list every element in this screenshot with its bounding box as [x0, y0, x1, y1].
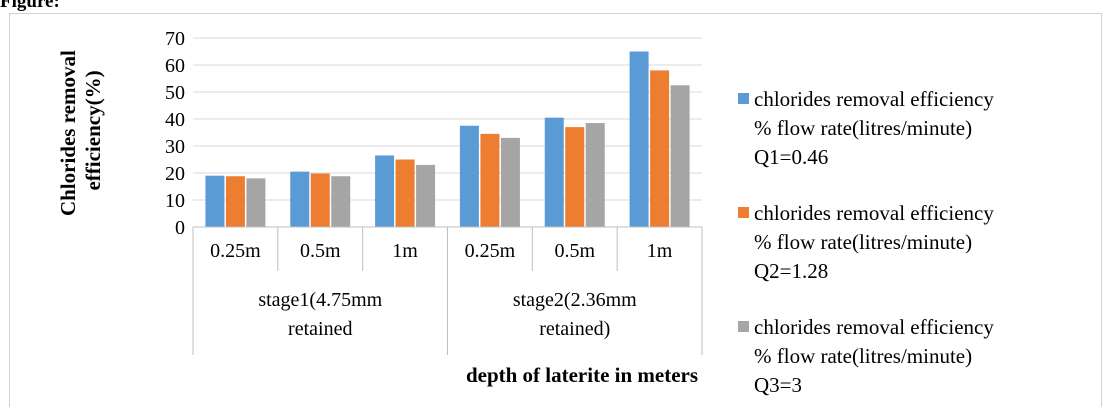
x-tick-label: 0.5m [300, 240, 341, 262]
legend-entry-text: % flow rate(litres/minute) [754, 344, 972, 368]
y-tick-label: 10 [165, 190, 185, 212]
y-tick-label: 70 [165, 28, 185, 50]
y-tick-label: 30 [165, 136, 185, 158]
bar [565, 127, 585, 227]
y-tick-label: 40 [165, 109, 185, 131]
legend-swatch [738, 321, 749, 332]
y-axis-label-line-2: efficiency(%) [81, 70, 105, 190]
bar [416, 164, 436, 227]
legend-entry-text: % flow rate(litres/minute) [754, 230, 972, 254]
legend-swatch [738, 207, 749, 218]
y-axis-label-line-1: Chlorides removal [56, 50, 80, 216]
bar [395, 159, 415, 227]
figure-caption: Figure: [0, 0, 60, 12]
bar [670, 85, 690, 227]
x-tick-label: 1m [392, 240, 418, 262]
y-tick-label: 50 [165, 82, 185, 104]
legend-entry-text: % flow rate(litres/minute) [754, 116, 972, 140]
bars [205, 51, 690, 228]
x-tick-label: 0.5m [554, 240, 595, 262]
y-axis-label: Chlorides removal efficiency(%) [56, 45, 105, 216]
bar [650, 70, 670, 228]
legend-swatch [738, 93, 749, 104]
bar [500, 137, 520, 227]
legend-entry-text: chlorides removal efficiency [754, 315, 994, 339]
bar [290, 171, 310, 227]
legend-entry-text: Q3=3 [754, 373, 802, 397]
y-tick-label: 20 [165, 163, 185, 185]
legend-entry-text: chlorides removal efficiency [754, 201, 994, 225]
category-labels: 0.25m 0.5m 1m 0.25m 0.5m 1m [210, 240, 673, 262]
bar [480, 133, 500, 227]
bar [246, 178, 266, 227]
bar [310, 173, 330, 227]
legend: chlorides removal efficiency % flow rate(… [738, 87, 994, 397]
bar [544, 117, 564, 227]
chart-frame [9, 13, 1102, 407]
group-label: stage1(4.75mm [258, 289, 382, 311]
bar [331, 176, 351, 227]
bar [375, 155, 395, 227]
x-tick-label: 0.25m [210, 240, 261, 262]
y-tick-label: 0 [175, 217, 185, 239]
y-tick-labels: 0 10 20 30 40 50 60 70 [165, 28, 185, 239]
group-labels: stage1(4.75mm retained stage2(2.36mm retain… [258, 289, 637, 340]
bar [459, 125, 479, 227]
y-tick-label: 60 [165, 55, 185, 77]
x-axis-label: depth of laterite in meters [466, 363, 698, 387]
gridlines [193, 37, 702, 201]
axes [192, 226, 703, 355]
bar [585, 123, 605, 227]
bar [225, 176, 245, 227]
legend-entry-text: chlorides removal efficiency [754, 87, 994, 111]
x-tick-label: 0.25m [465, 240, 516, 262]
legend-entry-text: Q2=1.28 [754, 259, 828, 283]
bar [205, 175, 225, 227]
legend-entry-text: Q1=0.46 [754, 145, 828, 169]
bar [629, 51, 649, 227]
x-tick-label: 1m [647, 240, 673, 262]
group-label: retained) [539, 318, 610, 340]
group-label: stage2(2.36mm [513, 289, 637, 311]
group-label: retained [288, 318, 352, 340]
